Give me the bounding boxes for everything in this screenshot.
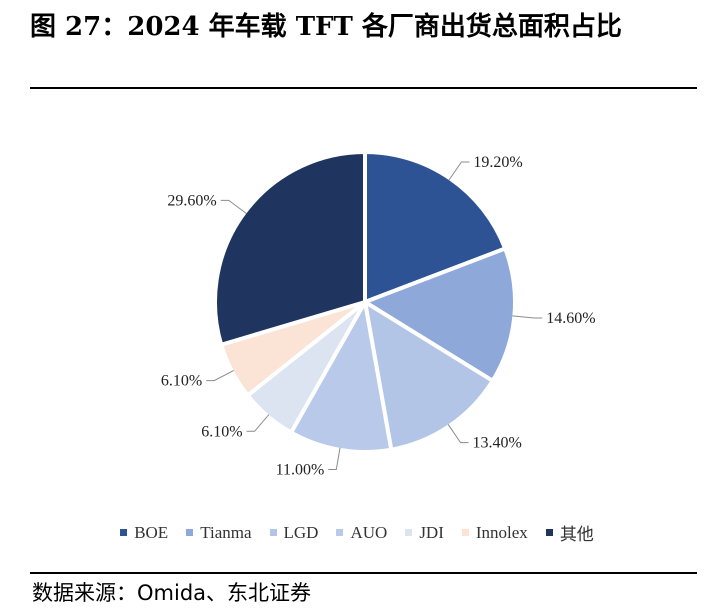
legend-label-boe: BOE xyxy=(134,522,169,542)
bottom-divider xyxy=(30,572,697,574)
legend-swatch-jdi xyxy=(405,529,413,536)
leader-line-boe xyxy=(448,161,470,181)
leader-line-jdi xyxy=(246,414,270,432)
leader-line-auo xyxy=(328,447,341,471)
leader-line-tianma xyxy=(512,315,543,319)
legend-label-others: 其他 xyxy=(559,525,594,545)
pie-chart: 19.20% 14.60% 13.40% 11.00% 6.10% 6.10% 29.60% xyxy=(161,149,596,479)
legend-item-innolex: Innolex xyxy=(461,522,528,543)
legend-item-auo: AUO xyxy=(336,523,387,543)
legend-label-jdi: JDI xyxy=(419,522,444,542)
top-divider xyxy=(30,87,697,89)
data-label-boe: 19.20% xyxy=(473,154,522,171)
data-label-lgd: 13.40% xyxy=(473,435,522,452)
legend-label-tianma: Tianma xyxy=(200,522,252,542)
legend-item-others: 其他 xyxy=(545,520,594,545)
legend-swatch-innolex xyxy=(461,529,469,536)
legend-swatch-auo xyxy=(336,529,344,536)
data-label-tianma: 14.60% xyxy=(546,310,595,327)
legend-item-tianma: Tianma xyxy=(186,522,252,543)
legend-label-lgd: LGD xyxy=(283,522,319,542)
legend-item-lgd: LGD xyxy=(269,522,319,543)
data-label-jdi: 6.10% xyxy=(201,423,242,440)
legend-label-auo: AUO xyxy=(350,522,388,542)
legend-swatch-lgd xyxy=(269,529,277,536)
legend-item-jdi: JDI xyxy=(405,523,444,543)
legend-swatch-tianma xyxy=(186,529,194,536)
data-label-others: 29.60% xyxy=(167,192,216,209)
leader-line-lgd xyxy=(447,424,469,444)
leader-line-others xyxy=(220,199,247,214)
legend-swatch-others xyxy=(545,529,553,536)
legend-label-innolex: Innolex xyxy=(475,522,528,542)
leader-line-innolex xyxy=(206,369,235,382)
data-label-innolex: 6.10% xyxy=(161,373,202,390)
legend-item-boe: BOE xyxy=(120,523,168,543)
legend-swatch-boe xyxy=(120,529,128,536)
data-label-auo: 11.00% xyxy=(276,462,325,479)
chart-title: 图 27：2024 年车载 TFT 各厂商出货总面积占比 xyxy=(30,12,622,42)
chart-legend: BOE Tianma LGD AUO JDI Innolex 其他 xyxy=(0,520,714,545)
source-note: 数据来源：Omida、东北证券 xyxy=(32,581,312,605)
